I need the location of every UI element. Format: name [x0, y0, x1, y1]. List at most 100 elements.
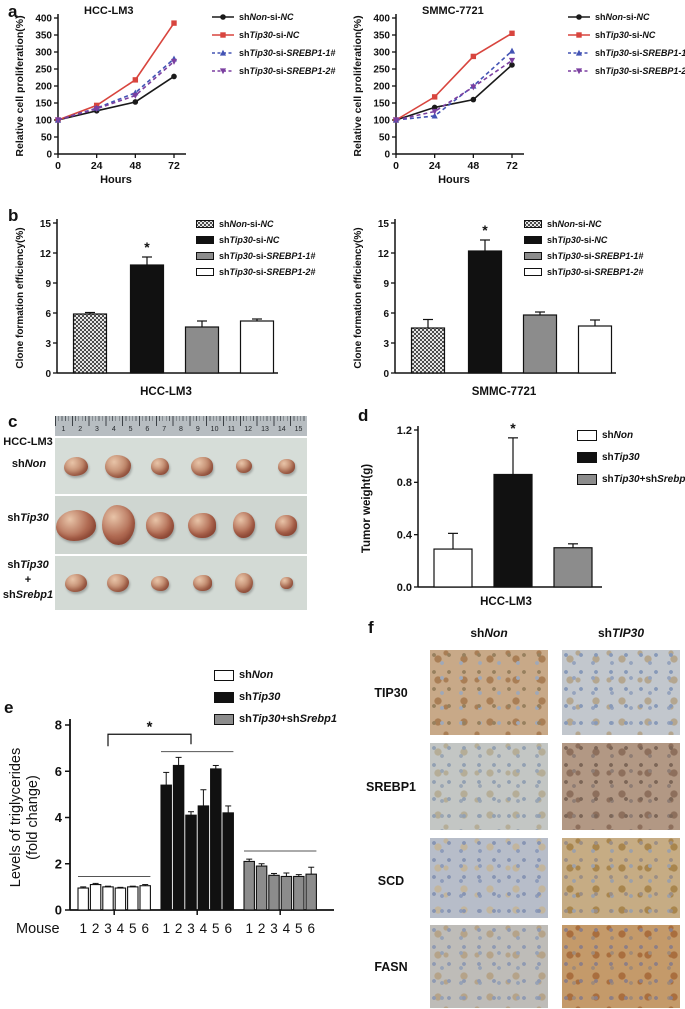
- combo-line-3: shSrebp1: [2, 589, 54, 601]
- svg-text:6: 6: [224, 921, 232, 936]
- svg-text:400: 400: [35, 14, 52, 25]
- ihc-row-label-tip30: TIP30: [374, 686, 408, 700]
- ruler-number: 14: [277, 426, 286, 433]
- svg-text:100: 100: [35, 116, 52, 127]
- svg-text:6: 6: [55, 764, 62, 779]
- tumor-slot: [265, 514, 307, 536]
- swatch-icon: [214, 691, 234, 703]
- legend-tumor-weight: shNon shTip30 shTip30+shSrebp1: [577, 424, 685, 490]
- swatch-icon: [577, 429, 597, 441]
- svg-text:2: 2: [175, 921, 183, 936]
- svg-text:150: 150: [373, 99, 390, 110]
- svg-text:24: 24: [429, 160, 441, 172]
- ihc-image-tip30-shtip30: [562, 650, 680, 735]
- svg-text:3: 3: [270, 921, 278, 936]
- tumor-slot: [223, 459, 265, 473]
- bar-chart-clone-smmc: 0 3 6 9 12 15 * SMMC-7721 Clone formation effici…: [353, 219, 616, 398]
- tumor-specimen: [235, 573, 253, 593]
- panel-label-c: c: [8, 412, 18, 431]
- svg-text:2: 2: [55, 856, 62, 871]
- svg-text:0: 0: [46, 150, 52, 161]
- swatch-icon: [196, 220, 214, 228]
- ruler-number: 10: [210, 426, 219, 433]
- cell-line-label: HCC-LM3: [3, 436, 53, 448]
- svg-text:3: 3: [383, 339, 389, 350]
- svg-text:*: *: [510, 420, 516, 436]
- legend-item: shTip30-si-NC: [524, 232, 643, 248]
- svg-text:(fold change): (fold change): [25, 775, 41, 860]
- ihc-col-header-shnon: shNon: [470, 626, 508, 640]
- tumor-slot: [55, 509, 97, 541]
- svg-text:Mouse: Mouse: [16, 921, 60, 937]
- ruler-number: 15: [294, 426, 303, 433]
- svg-text:6: 6: [45, 309, 51, 320]
- svg-text:48: 48: [467, 160, 479, 172]
- legend-item: shNon-si-NC: [568, 8, 685, 26]
- legend-label: shNon: [239, 669, 274, 681]
- svg-text:4: 4: [117, 921, 125, 936]
- svg-text:*: *: [147, 718, 153, 735]
- legend-item: shTip30: [214, 686, 337, 708]
- ruler-numbers: 1 2 3 4 5 6 7 8 9 10 11 12 13 14 15: [55, 425, 307, 434]
- ihc-image-scd-shnon: [430, 838, 548, 918]
- legend-label: shTip30-si-SREBP1-1#: [219, 251, 316, 261]
- legend-item: shTip30+shSrebp1: [214, 708, 337, 730]
- svg-text:4: 4: [55, 810, 63, 825]
- svg-text:0: 0: [55, 160, 61, 172]
- legend-item: shNon-si-NC: [212, 8, 335, 26]
- legend-proliferation-hcc: shNon-si-NC shTip30-si-NC shTip30-si-SREBP…: [212, 8, 335, 80]
- tumor-slot: [265, 458, 307, 474]
- panel-label-f: f: [368, 618, 374, 637]
- legend-item: shTip30-si-SREBP1-2#: [196, 264, 315, 280]
- svg-text:50: 50: [379, 133, 391, 144]
- svg-text:150: 150: [35, 99, 52, 110]
- tumor-slot: [55, 574, 97, 592]
- svg-text:1: 1: [79, 921, 87, 936]
- svg-text:9: 9: [383, 279, 389, 290]
- ihc-row-label-srebp1: SREBP1: [365, 780, 417, 794]
- tumor-slot: [223, 512, 265, 538]
- tri-down-marker-icon: [568, 68, 590, 75]
- legend-label: shTip30+shSrebp1: [239, 713, 337, 725]
- svg-text:Levels of triglycerides: Levels of triglycerides: [8, 748, 24, 887]
- swatch-icon: [577, 473, 597, 485]
- svg-text:HCC-LM3: HCC-LM3: [84, 5, 134, 17]
- svg-text:3: 3: [45, 339, 51, 350]
- tumor-specimen: [191, 456, 213, 476]
- svg-text:2: 2: [92, 921, 100, 936]
- tumor-photo-row-shnon: [55, 438, 307, 494]
- legend-label: shNon: [602, 429, 634, 441]
- legend-item: shTip30-si-SREBP1-1#: [212, 44, 335, 62]
- tumor-specimen: [233, 512, 255, 538]
- line-chart-smmc-7721: 0 50 100 150 200 250 300 350 400 0 24 48 72 SMMC-7721…: [352, 5, 524, 186]
- ruler-number: 11: [227, 426, 235, 433]
- tumor-slot: [223, 573, 265, 593]
- svg-text:0.0: 0.0: [397, 582, 412, 594]
- svg-text:Clone formation efficiency(%): Clone formation efficiency(%): [15, 227, 26, 368]
- tumor-slot: [181, 575, 223, 591]
- svg-text:15: 15: [378, 219, 390, 230]
- svg-text:6: 6: [141, 921, 149, 936]
- legend-item: shNon-si-NC: [524, 216, 643, 232]
- tri-up-marker-icon: [568, 49, 590, 56]
- ruler-number: 7: [162, 426, 167, 433]
- legend-label: shTip30: [602, 451, 640, 463]
- svg-text:0.4: 0.4: [397, 529, 413, 541]
- legend-label: shTip30-si-SREBP1-2#: [547, 267, 644, 277]
- legend-label: shNon-si-NC: [547, 219, 602, 229]
- tri-down-marker-icon: [212, 68, 234, 75]
- legend-clone-hcc: shNon-si-NC shTip30-si-NC shTip30-si-SREBP…: [196, 216, 315, 280]
- swatch-icon: [524, 268, 542, 276]
- swatch-icon: [524, 252, 542, 260]
- svg-text:50: 50: [41, 133, 53, 144]
- tumor-specimen: [277, 458, 295, 474]
- legend-label: shTip30: [239, 691, 281, 703]
- legend-item: shTip30-si-SREBP1-1#: [524, 248, 643, 264]
- ruler-number: 3: [95, 426, 99, 433]
- svg-text:Hours: Hours: [438, 174, 470, 186]
- svg-text:200: 200: [35, 82, 52, 93]
- svg-text:3: 3: [104, 921, 112, 936]
- legend-item: shTip30-si-SREBP1-2#: [212, 62, 335, 80]
